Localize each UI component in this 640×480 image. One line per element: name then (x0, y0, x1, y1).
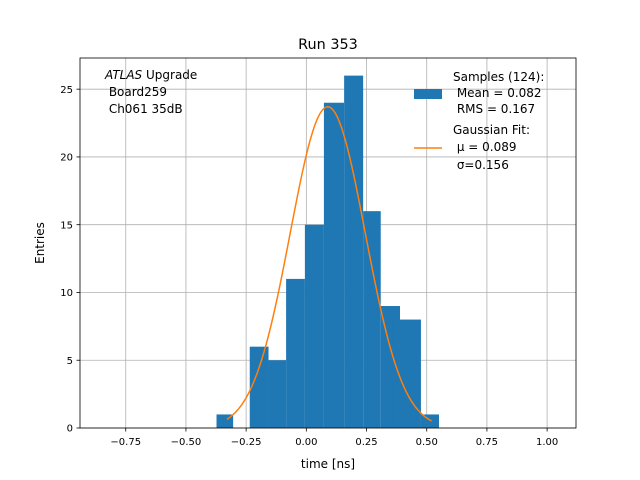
x-tick-label: 0.50 (416, 437, 438, 448)
gaussian-fit-curve (226, 106, 432, 422)
annotation-line-3: Ch061 35dB (105, 102, 183, 116)
x-axis: −0.75 −0.50 −0.25 0.00 0.25 0.50 0.75 1.00 (110, 428, 558, 448)
atlas-annotation: ATLAS Upgrade Board259 Ch061 35dB (104, 68, 197, 116)
x-tick-label: 0.75 (476, 437, 498, 448)
legend-fit-line-2: μ = 0.089 (453, 140, 517, 154)
annotation-line-1: ATLAS Upgrade (104, 68, 197, 82)
legend: Samples (124): Mean = 0.082 RMS = 0.167 … (414, 70, 544, 172)
y-tick-label: 20 (60, 153, 73, 164)
histogram-bar (249, 346, 269, 428)
legend-fit-line-1: Gaussian Fit: (453, 123, 530, 137)
legend-samples-line-1: Samples (124): (453, 70, 544, 84)
fit-curve-group (226, 106, 432, 422)
annotation-upgrade: Upgrade (142, 68, 197, 82)
histogram-bar (268, 360, 287, 428)
histogram-bar (286, 278, 305, 428)
y-tick-label: 15 (60, 220, 73, 231)
legend-samples-line-3: RMS = 0.167 (453, 102, 535, 116)
x-tick-label: 0.25 (355, 437, 377, 448)
legend-samples-line-2: Mean = 0.082 (453, 86, 542, 100)
histogram-bar (363, 211, 381, 428)
annotation-line-2: Board259 (105, 85, 167, 99)
y-axis-label: Entries (33, 222, 47, 264)
chart-title: Run 353 (298, 37, 358, 53)
y-tick-label: 0 (67, 424, 73, 435)
histogram-bar (399, 319, 421, 428)
histogram-bars (216, 75, 439, 428)
histogram-bar (304, 224, 324, 428)
x-tick-label: −0.50 (171, 437, 202, 448)
x-tick-label: −0.75 (110, 437, 141, 448)
y-tick-label: 25 (60, 85, 73, 96)
y-tick-label: 10 (60, 288, 73, 299)
legend-fit-line-3: σ=0.156 (453, 158, 509, 172)
plot-area (79, 57, 577, 429)
axes-frame (79, 57, 577, 429)
y-tick-label: 5 (67, 356, 73, 367)
histogram-bar (380, 306, 400, 428)
histogram-bar (344, 75, 364, 428)
x-axis-label: time [ns] (301, 457, 355, 471)
y-axis: 0 5 10 15 20 25 (60, 85, 80, 435)
legend-samples-swatch (414, 89, 442, 99)
x-tick-label: 0.00 (295, 437, 317, 448)
annotation-atlas: ATLAS (104, 68, 143, 82)
x-tick-label: 1.00 (536, 437, 558, 448)
histogram-bar (323, 102, 345, 428)
x-tick-label: −0.25 (231, 437, 262, 448)
